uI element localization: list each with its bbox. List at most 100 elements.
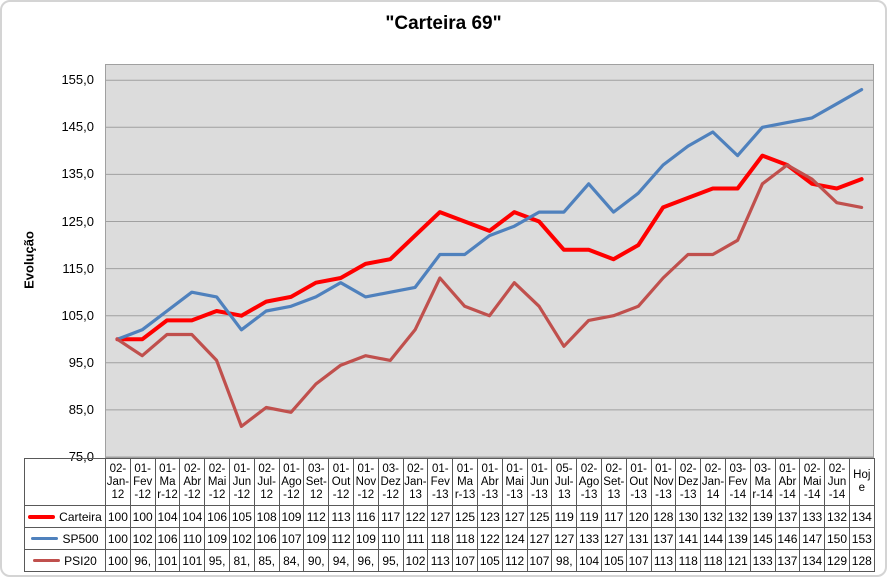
table-cell: 100 (105, 549, 131, 572)
column-header: 03- Ma r-14 (749, 458, 776, 506)
y-axis-tick-label: 85,0 (68, 401, 94, 417)
table-cell: 102 (402, 549, 429, 572)
column-header: 03- Dez -12 (377, 458, 404, 506)
table-cell: 132 (724, 505, 751, 528)
legend-label: Carteira (59, 509, 102, 524)
y-axis-tick-label: 115,0 (62, 260, 94, 276)
table-cell: 109 (204, 527, 230, 550)
y-axis-tick-label: 155,0 (61, 72, 94, 88)
table-cell: 127 (526, 527, 553, 550)
table-cell: 107 (526, 549, 553, 572)
column-header: 03- Set- 12 (303, 458, 330, 506)
table-cell: 147 (799, 527, 826, 550)
table-cell: 110 (179, 527, 206, 550)
table-cell: 150 (824, 527, 850, 550)
table-cell: 127 (551, 527, 578, 550)
table-cell: 120 (625, 505, 652, 528)
table-cell: 108 (253, 505, 280, 528)
column-header: 02- Abr -12 (179, 458, 206, 506)
column-header: 02- Jul- 12 (253, 458, 280, 506)
table-cell: 105 (476, 549, 503, 572)
table-cell: 106 (253, 527, 280, 550)
column-header: 01- Jun -13 (526, 458, 553, 506)
table-cell: 127 (501, 505, 528, 528)
table-cell: 127 (427, 505, 454, 528)
table-cell: 112 (303, 505, 330, 528)
data-table: 02- Jan- 12 01- Fev -12 01- Ma r-12 02- Abr… (24, 458, 875, 572)
table-cell: 119 (551, 505, 578, 528)
table-cell: 131 (625, 527, 652, 550)
legend-item-sp500: SP500 (24, 527, 106, 550)
column-header: 01- Fev -12 (129, 458, 156, 506)
table-cell: 125 (452, 505, 478, 528)
table-cell: 105 (228, 505, 255, 528)
table-cell: 144 (700, 527, 726, 550)
table-cell: 94, (328, 549, 354, 572)
table-cell: 118 (675, 549, 702, 572)
column-header: 01- Ma r-13 (452, 458, 478, 506)
column-header: 02- Mai -12 (204, 458, 230, 506)
table-cell: 81, (228, 549, 255, 572)
column-header: 01- Nov -13 (650, 458, 677, 506)
table-cell: 100 (105, 527, 131, 550)
column-header: 01- Nov -12 (352, 458, 379, 506)
column-header: 01- Out -12 (328, 458, 354, 506)
table-cell: 112 (328, 527, 354, 550)
table-header-row: 02- Jan- 12 01- Fev -12 01- Ma r-12 02- Abr… (24, 458, 875, 506)
table-cell: 133 (799, 505, 826, 528)
chart-title: "Carteira 69" (385, 13, 502, 34)
table-cell: 104 (576, 549, 602, 572)
table-cell: 141 (675, 527, 702, 550)
table-cell: 146 (774, 527, 801, 550)
column-header: 01- Jun -12 (228, 458, 255, 506)
table-cell: 129 (824, 549, 850, 572)
table-cell: 106 (154, 527, 181, 550)
y-axis-tick-label: 135,0 (61, 166, 94, 182)
column-header: 02- Set- 13 (600, 458, 627, 506)
table-cell: 153 (848, 527, 875, 550)
table-cell: 98, (551, 549, 578, 572)
column-header: 02- Ago -13 (576, 458, 602, 506)
table-cell: 137 (650, 527, 677, 550)
column-header: 02- Jan- 12 (105, 458, 131, 506)
plot-area (105, 64, 874, 458)
table-cell: 117 (377, 505, 404, 528)
series-line-carteira (115, 153, 864, 342)
table-cell: 118 (427, 527, 454, 550)
table-cell: 112 (501, 549, 528, 572)
table-cell: 125 (526, 505, 553, 528)
table-cell: 102 (228, 527, 255, 550)
y-axis-tick-label: 145,0 (61, 119, 94, 135)
table-cell: 104 (154, 505, 181, 528)
table-cell: 101 (154, 549, 181, 572)
column-header: 05- Jul- 13 (551, 458, 578, 506)
y-axis-tick-label: 105,0 (61, 307, 94, 323)
table-cell: 145 (749, 527, 776, 550)
table-cell: 133 (749, 549, 776, 572)
table-cell: 139 (724, 527, 751, 550)
legend-label: SP500 (62, 531, 99, 546)
table-cell: 124 (501, 527, 528, 550)
table-cell: 84, (278, 549, 305, 572)
table-cell: 90, (303, 549, 330, 572)
column-header: 02- Jan- 14 (700, 458, 726, 506)
column-header: 03- Fev -14 (724, 458, 751, 506)
legend-spacer-cell (24, 458, 106, 506)
table-cell: 104 (179, 505, 206, 528)
table-cell: 102 (129, 527, 156, 550)
table-cell: 118 (452, 527, 478, 550)
table-cell: 123 (476, 505, 503, 528)
column-header: 02- Dez -13 (675, 458, 702, 506)
table-cell: 116 (352, 505, 379, 528)
table-cell: 95, (204, 549, 230, 572)
table-cell: 100 (105, 505, 131, 528)
table-cell: 137 (774, 549, 801, 572)
table-row-carteira: Carteira 100 100 104 104 106 105 108 109 112 113 11… (24, 505, 875, 528)
table-cell: 96, (129, 549, 156, 572)
column-header: 01- Abr -14 (774, 458, 801, 506)
legend-item-carteira: Carteira (24, 505, 106, 528)
legend-item-psi20: PSI20 (24, 549, 106, 572)
column-header: 02- Jun -14 (824, 458, 850, 506)
table-cell: 106 (204, 505, 230, 528)
